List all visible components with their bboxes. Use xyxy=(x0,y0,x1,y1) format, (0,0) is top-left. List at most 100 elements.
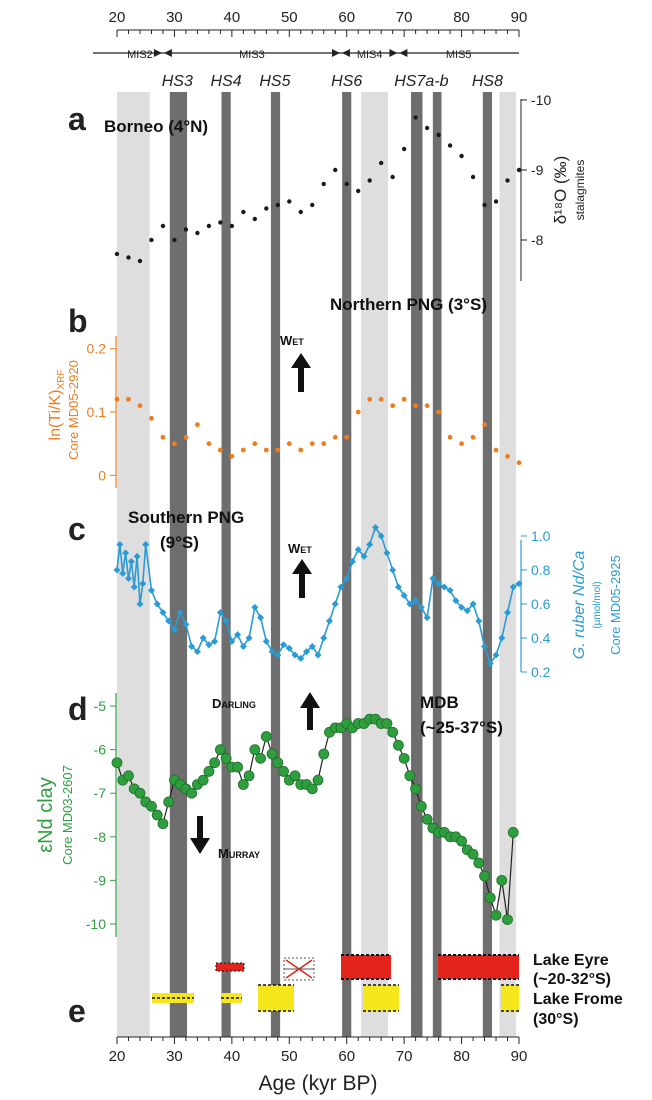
lake-eyre-label-2: (~20-32°S) xyxy=(533,971,611,988)
png-s-point xyxy=(205,641,213,649)
png-n-point xyxy=(298,447,304,453)
hs-label: HS6 xyxy=(331,73,362,90)
mdb-point xyxy=(312,774,324,786)
eyre-bar-3 xyxy=(438,955,519,979)
png-n-point xyxy=(505,453,510,459)
png-s-point xyxy=(389,566,397,574)
borneo-point xyxy=(195,230,200,236)
mdb-point xyxy=(111,757,123,769)
png-n-point xyxy=(206,441,212,447)
png-s-point xyxy=(159,609,167,616)
top-tick-label: 50 xyxy=(281,9,298,26)
axis-a-tick-label: -9 xyxy=(531,162,544,178)
axis-c-tick-label: 0.8 xyxy=(531,562,551,578)
png-s-point xyxy=(113,566,121,574)
png-s-point xyxy=(423,614,431,622)
png-s-point xyxy=(165,617,173,625)
mdb-point xyxy=(249,744,261,756)
darling-arrow xyxy=(300,692,320,730)
borneo-point xyxy=(505,178,510,183)
x-axis-title: Age (kyr BP) xyxy=(258,1072,377,1095)
bottom-tick-label: 60 xyxy=(338,1048,355,1065)
png-n-point xyxy=(470,434,476,440)
borneo-point xyxy=(367,178,372,183)
png-s-point xyxy=(147,586,155,594)
png-n-point xyxy=(183,434,189,440)
mdb-point xyxy=(237,779,249,790)
mdb-point xyxy=(410,783,422,795)
mis-arrow-right xyxy=(331,49,340,57)
hs-label: HS7a-b xyxy=(394,73,448,90)
region-borneo: Borneo (4°N) xyxy=(104,117,208,136)
png-s-point xyxy=(133,552,141,560)
png-s-point xyxy=(394,583,402,591)
png-s-point xyxy=(481,643,489,650)
mdb-point xyxy=(209,757,221,769)
region-mdb-2: (~25-37°S) xyxy=(420,718,503,737)
png-s-point xyxy=(412,597,420,605)
png-n-point xyxy=(321,441,327,447)
panel-letter-e: e xyxy=(68,993,86,1029)
mdb-point xyxy=(479,870,490,882)
bottom-tick-label: 40 xyxy=(224,1048,241,1065)
axis-c-title: G. ruber Nd/Ca xyxy=(571,551,588,660)
top-tick-label: 40 xyxy=(224,9,241,26)
png-n-point xyxy=(390,403,396,409)
borneo-point xyxy=(229,223,235,229)
mdb-point xyxy=(123,770,134,782)
panel-e-bars xyxy=(152,954,519,1012)
axis-c: 0.2 0.4 0.6 0.8 1.0 G. ruber Nd/Ca (µmol/mol… xyxy=(520,528,623,680)
region-northern-png: Northern PNG (3°S) xyxy=(330,295,487,314)
mis-label: MIS5 xyxy=(446,49,472,61)
axis-d-tick-label: -8 xyxy=(94,829,107,845)
mdb-point xyxy=(146,800,157,812)
png-s-point xyxy=(188,643,196,650)
top-tick-label: 60 xyxy=(338,9,355,26)
wet-label-b: Wet xyxy=(280,333,304,348)
png-n-point xyxy=(114,396,120,402)
axis-a-title: δ¹⁸O (‰) xyxy=(551,156,570,225)
axis-b-tick-label: 0.1 xyxy=(87,404,107,420)
bottom-tick-label: 90 xyxy=(511,1048,528,1065)
png-s-point xyxy=(234,631,242,639)
axis-a: -10 -9 -8 δ¹⁸O (‰) stalagmites xyxy=(520,92,587,281)
borneo-point xyxy=(160,223,166,229)
mis-arrow-left xyxy=(163,49,172,57)
png-s-point xyxy=(429,575,437,582)
borneo-point xyxy=(137,258,143,264)
mdb-point xyxy=(484,892,496,904)
png-n-point xyxy=(172,441,177,447)
eyre-cross-marker xyxy=(283,957,315,981)
mis-arrow-right xyxy=(389,49,398,57)
wet-label-c: Wet xyxy=(288,541,312,556)
png-s-point xyxy=(116,541,124,548)
top-tick-label: 30 xyxy=(166,9,183,26)
mdb-point xyxy=(197,774,209,786)
png-n-point xyxy=(137,403,143,409)
png-n-point xyxy=(344,434,350,440)
borneo-point xyxy=(206,223,212,229)
borneo-point xyxy=(218,220,223,225)
region-mdb-1: MDB xyxy=(420,693,459,712)
borneo-point xyxy=(321,181,326,187)
panel-letter-d: d xyxy=(68,691,88,727)
png-s-point xyxy=(136,600,144,608)
axis-d-tick-label: -9 xyxy=(94,872,107,888)
borneo-point xyxy=(149,237,154,243)
hs-label: HS4 xyxy=(211,73,242,90)
borneo-point xyxy=(344,181,349,187)
png-n-point xyxy=(286,441,292,447)
png-s-point xyxy=(142,541,150,548)
png-n-point xyxy=(367,396,373,402)
png-s-point xyxy=(124,575,132,582)
png-s-point xyxy=(280,641,288,649)
png-n-point xyxy=(309,441,315,447)
heinrich-band-3 xyxy=(342,92,352,1037)
axis-d-title: εNd clay xyxy=(35,777,57,853)
png-n-point xyxy=(436,409,441,415)
png-s-point xyxy=(452,597,460,605)
mdb-point xyxy=(467,848,479,860)
borneo-point xyxy=(493,199,499,204)
png-s-point xyxy=(119,569,127,577)
mdb-point xyxy=(496,874,508,886)
